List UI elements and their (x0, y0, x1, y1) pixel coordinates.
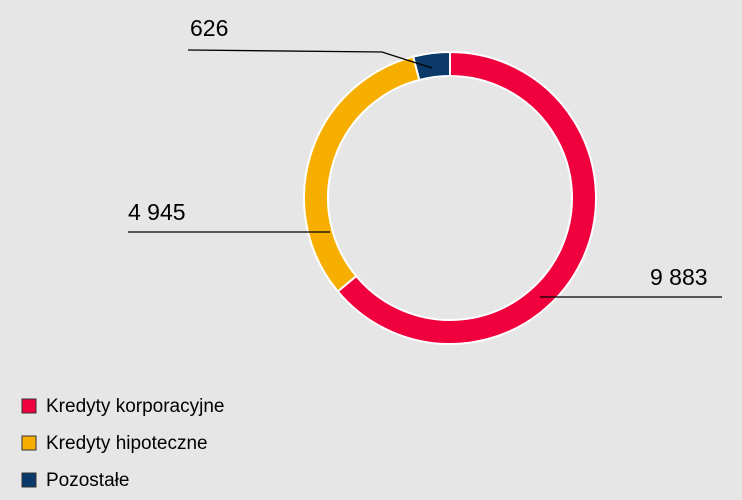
donut-slice (412, 50, 451, 82)
legend-swatch (21, 472, 37, 488)
donut-slice (336, 50, 597, 345)
data-label: 9 883 (650, 264, 708, 290)
data-label: 626 (190, 15, 228, 41)
legend-label: Pozostałe (46, 470, 129, 491)
legend-swatch (21, 435, 37, 451)
data-label: 4 945 (128, 199, 186, 225)
legend: Kredyty korporacyjne Kredyty hipoteczne Po… (21, 396, 224, 491)
donut (303, 50, 597, 345)
donut-slice (303, 55, 421, 293)
leader-line (187, 49, 433, 69)
legend-swatch (21, 398, 37, 414)
legend-label: Kredyty korporacyjne (46, 396, 224, 417)
legend-label: Kredyty hipoteczne (46, 433, 208, 454)
